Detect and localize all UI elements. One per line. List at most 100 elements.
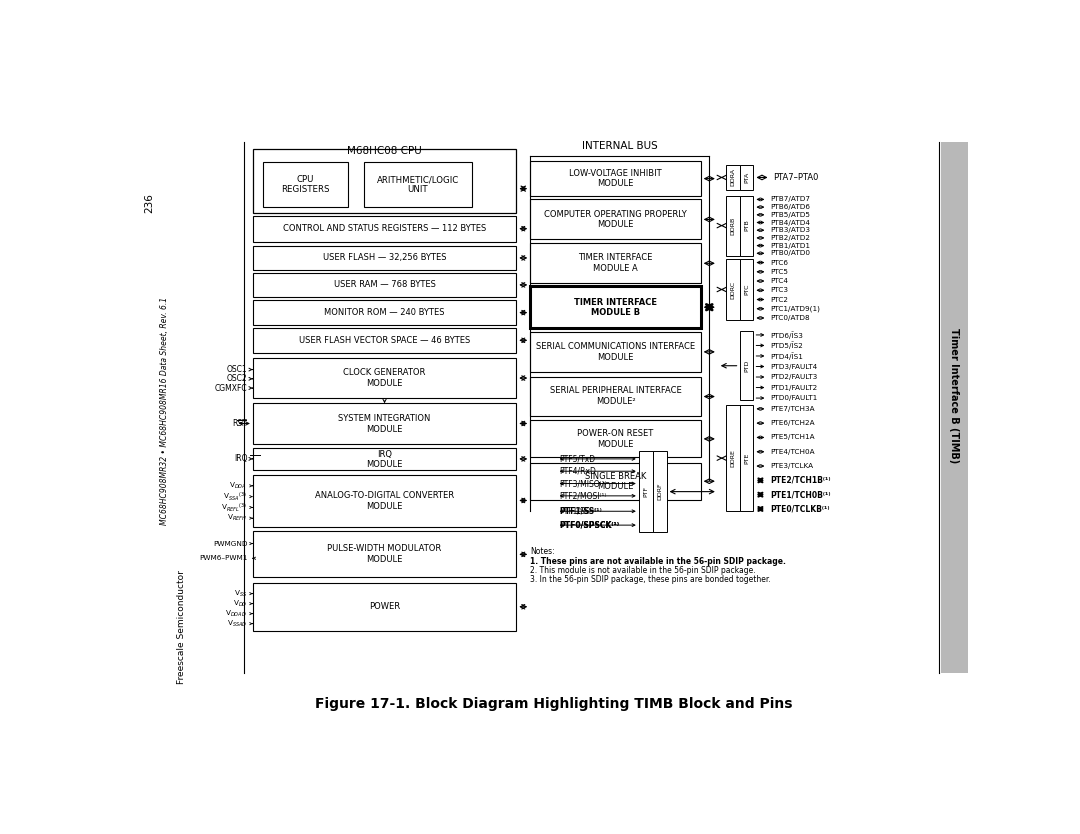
Bar — [941, 142, 968, 673]
Text: PTD5/ĪS2: PTD5/ĪS2 — [770, 342, 804, 349]
Bar — [530, 286, 701, 328]
Text: PTF1/S̅S⁽¹⁾: PTF1/S̅S⁽¹⁾ — [559, 507, 597, 515]
Text: PTB2/ATD2: PTB2/ATD2 — [770, 235, 810, 241]
Text: PTE1/TCH0B⁽¹⁾: PTE1/TCH0B⁽¹⁾ — [770, 490, 831, 500]
Bar — [530, 332, 701, 372]
Text: PTB6/ATD6: PTB6/ATD6 — [770, 204, 810, 210]
Text: RST: RST — [232, 419, 247, 428]
Text: MC68HC908MR32 • MC68HC908MR16 Data Sheet, Rev. 6.1: MC68HC908MR32 • MC68HC908MR16 Data Sheet… — [160, 297, 168, 525]
Text: V$_{DD}$: V$_{DD}$ — [233, 599, 247, 609]
Text: TIMER INTERFACE
MODULE B: TIMER INTERFACE MODULE B — [573, 298, 657, 317]
Bar — [740, 405, 754, 511]
Text: PTE2/TCH1B⁽¹⁾: PTE2/TCH1B⁽¹⁾ — [770, 476, 831, 485]
Text: PTD1/FAULT2: PTD1/FAULT2 — [770, 384, 818, 390]
Text: PTC: PTC — [744, 284, 748, 295]
Bar — [740, 331, 754, 400]
Text: IRQ
MODULE: IRQ MODULE — [366, 450, 403, 469]
Bar — [530, 420, 701, 457]
Text: 3. In the 56-pin SDIP package, these pins are bonded together.: 3. In the 56-pin SDIP package, these pin… — [530, 575, 771, 585]
Text: PWM6–PWM1: PWM6–PWM1 — [199, 555, 247, 561]
Text: PTC3: PTC3 — [770, 287, 788, 294]
Text: PTE7/TCH3A: PTE7/TCH3A — [770, 406, 815, 412]
Text: PTC1/ATD9(1): PTC1/ATD9(1) — [770, 305, 821, 312]
Text: SERIAL COMMUNICATIONS INTERFACE
MODULE: SERIAL COMMUNICATIONS INTERFACE MODULE — [536, 342, 696, 362]
Text: Timer Interface B (TIMB): Timer Interface B (TIMB) — [949, 328, 959, 464]
Bar — [253, 149, 516, 213]
Text: PTC2: PTC2 — [770, 297, 788, 303]
Bar — [253, 583, 516, 631]
Text: PTF: PTF — [644, 486, 648, 497]
Text: PTD0/FAULT1: PTD0/FAULT1 — [770, 395, 818, 401]
Bar — [530, 244, 701, 283]
Text: INTERNAL BUS: INTERNAL BUS — [581, 141, 658, 151]
Text: CPU
REGISTERS: CPU REGISTERS — [281, 175, 329, 194]
Text: V$_{SSA}$$^{(3)}$: V$_{SSA}$$^{(3)}$ — [224, 490, 247, 503]
Bar — [262, 163, 348, 207]
Bar — [726, 165, 740, 190]
Text: 2. This module is not available in the 56-pin SDIP package.: 2. This module is not available in the 5… — [530, 566, 756, 575]
Text: PULSE-WIDTH MODULATOR
MODULE: PULSE-WIDTH MODULATOR MODULE — [327, 545, 442, 564]
Text: PTF0/SPSCK⁽¹⁾: PTF0/SPSCK⁽¹⁾ — [559, 520, 620, 530]
Bar — [530, 376, 701, 416]
Text: CGMXFC: CGMXFC — [215, 384, 247, 393]
Text: USER FLASH VECTOR SPACE — 46 BYTES: USER FLASH VECTOR SPACE — 46 BYTES — [299, 336, 470, 344]
Text: PTB3/ATD3: PTB3/ATD3 — [770, 227, 810, 234]
Bar — [253, 300, 516, 325]
Text: PTB1/ATD1: PTB1/ATD1 — [770, 243, 810, 249]
Text: DDRB: DDRB — [730, 217, 735, 234]
Bar — [740, 259, 754, 320]
Text: PTC0/ATD8: PTC0/ATD8 — [770, 315, 810, 321]
Text: 1. These pins are not available in the 56-pin SDIP package.: 1. These pins are not available in the 5… — [530, 557, 786, 565]
Text: V$_{DDA}$: V$_{DDA}$ — [229, 480, 247, 491]
Text: MONITOR ROM — 240 BYTES: MONITOR ROM — 240 BYTES — [324, 308, 445, 317]
Text: DDRF: DDRF — [657, 483, 662, 500]
Text: PTD3/FAULT4: PTD3/FAULT4 — [770, 364, 818, 369]
Text: POWER-ON RESET
MODULE: POWER-ON RESET MODULE — [578, 430, 653, 449]
Text: TIMER INTERFACE
MODULE A: TIMER INTERFACE MODULE A — [578, 254, 652, 273]
Text: CLOCK GENERATOR
MODULE: CLOCK GENERATOR MODULE — [343, 369, 426, 388]
Text: OSC2: OSC2 — [227, 374, 247, 384]
Text: POWER: POWER — [369, 602, 400, 611]
Bar — [638, 451, 652, 532]
Text: PTB4/ATD4: PTB4/ATD4 — [770, 219, 810, 225]
Bar — [253, 404, 516, 445]
Text: PTE0/TCLKB⁽¹⁾: PTE0/TCLKB⁽¹⁾ — [770, 505, 831, 514]
Text: CONTROL AND STATUS REGISTERS — 112 BYTES: CONTROL AND STATUS REGISTERS — 112 BYTES — [283, 224, 486, 234]
Text: V$_{DDAD}$: V$_{DDAD}$ — [226, 609, 247, 619]
Text: PTE3/TCLKA: PTE3/TCLKA — [770, 463, 813, 469]
Text: PTF5/TxD: PTF5/TxD — [559, 455, 596, 464]
Text: PTE5/TCH1A: PTE5/TCH1A — [770, 435, 815, 440]
Bar — [530, 199, 701, 239]
Text: PTE6/TCH2A: PTE6/TCH2A — [770, 420, 815, 426]
Text: PTC5: PTC5 — [770, 269, 788, 274]
Text: USER FLASH — 32,256 BYTES: USER FLASH — 32,256 BYTES — [323, 254, 446, 263]
Text: SERIAL PERIPHERAL INTERFACE
MODULE²: SERIAL PERIPHERAL INTERFACE MODULE² — [550, 386, 681, 406]
Text: PTB: PTB — [744, 219, 748, 232]
Text: PTC4: PTC4 — [770, 278, 788, 284]
Bar — [253, 475, 516, 526]
Text: PTA: PTA — [744, 172, 748, 183]
Bar — [530, 161, 701, 195]
Text: PTD: PTD — [744, 359, 748, 372]
Text: PTB0/ATD0: PTB0/ATD0 — [770, 250, 810, 256]
Text: Freescale Semiconductor: Freescale Semiconductor — [177, 570, 186, 684]
Bar — [726, 405, 740, 511]
Text: Notes:: Notes: — [530, 547, 555, 555]
Text: M68HC08 CPU: M68HC08 CPU — [347, 145, 422, 155]
Bar — [740, 165, 754, 190]
Text: OSC1: OSC1 — [227, 365, 247, 374]
Text: V$_{SSAD}$: V$_{SSAD}$ — [227, 619, 247, 629]
Text: PTC6: PTC6 — [770, 259, 788, 265]
Bar — [726, 259, 740, 320]
Text: PTF4/RxD: PTF4/RxD — [559, 467, 596, 475]
Bar — [253, 531, 516, 576]
Bar — [253, 448, 516, 470]
Text: DDRA: DDRA — [730, 168, 735, 187]
Text: PTD4/ĪS1: PTD4/ĪS1 — [770, 352, 804, 359]
Text: PWMGND: PWMGND — [213, 540, 247, 546]
Bar — [253, 273, 516, 297]
Bar — [253, 358, 516, 398]
Text: USER RAM — 768 BYTES: USER RAM — 768 BYTES — [334, 280, 435, 289]
Text: DDRE: DDRE — [730, 450, 735, 467]
Text: PTD6/ĪS3: PTD6/ĪS3 — [770, 331, 804, 339]
